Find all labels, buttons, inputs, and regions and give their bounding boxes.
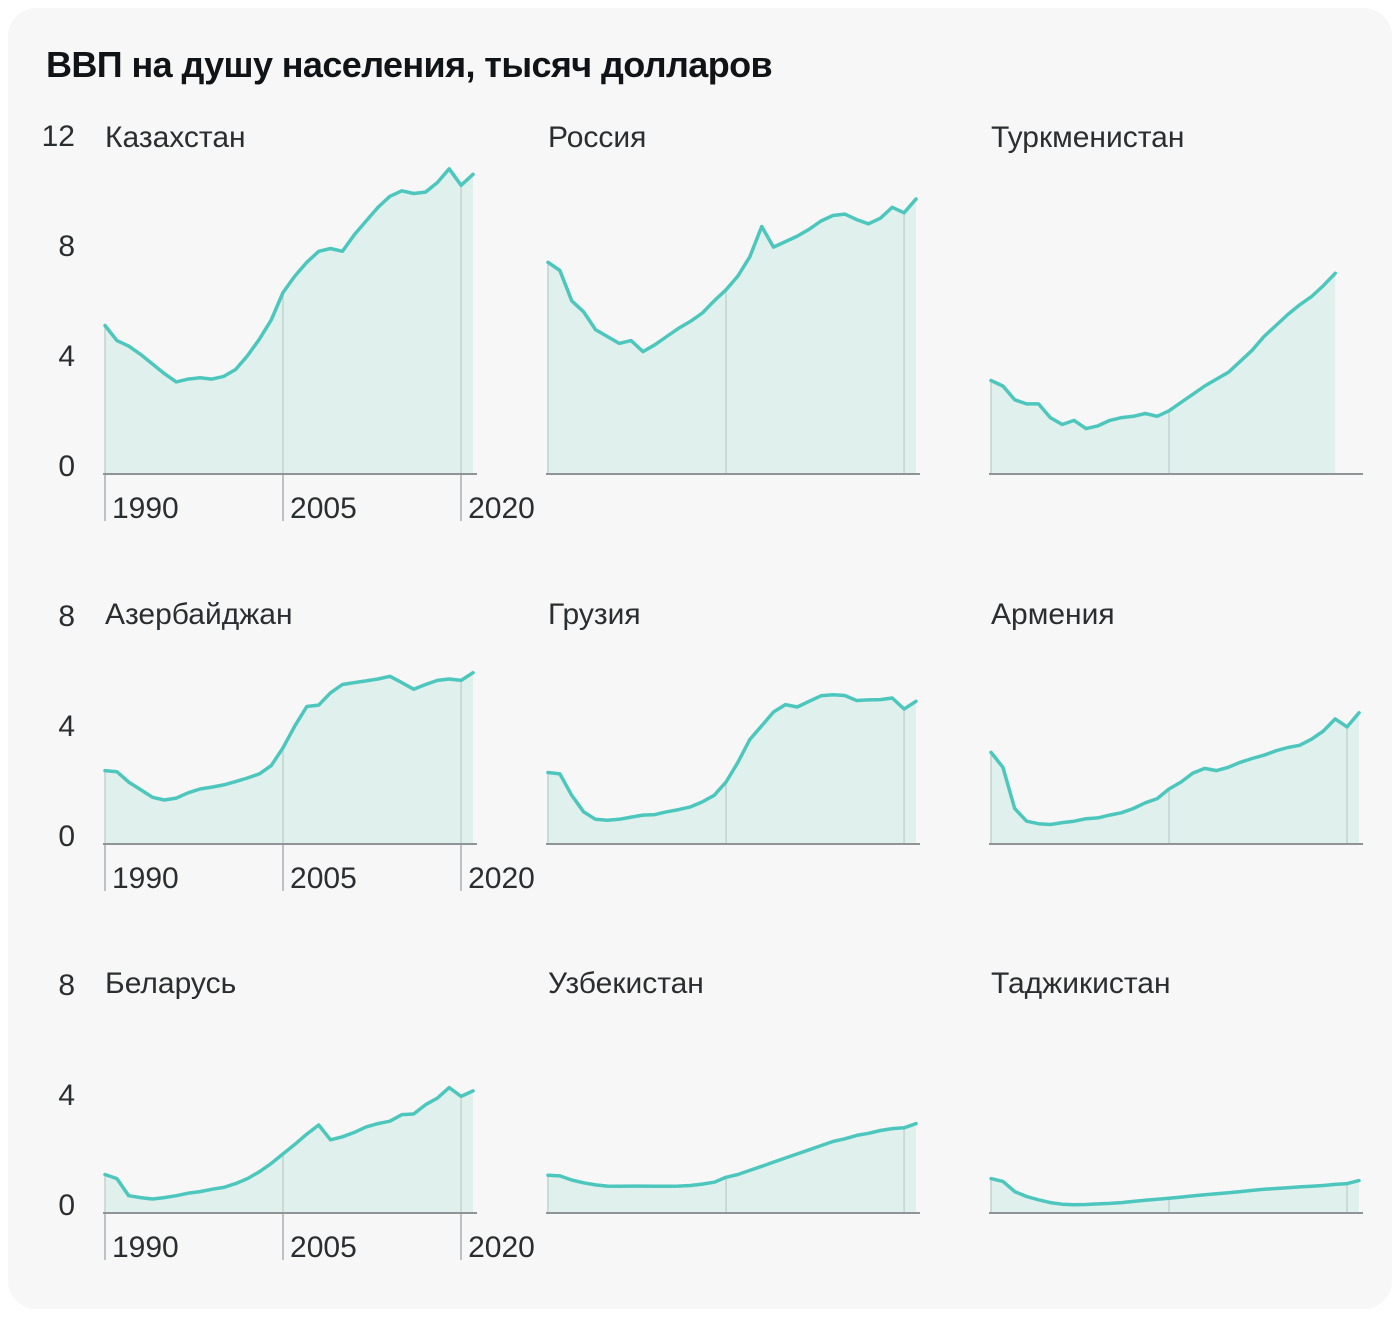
y-tick-label-0: 0 [58, 450, 75, 483]
y-tick-label-4: 4 [58, 1079, 75, 1112]
country-label-georgia: Грузия [548, 598, 641, 631]
area-fill [548, 1123, 916, 1213]
page-title: ВВП на душу населения, тысяч долларов [46, 44, 773, 85]
area-fill [991, 273, 1336, 474]
chart-panel-georgia: Грузия [546, 598, 920, 845]
y-tick-label-4: 4 [58, 340, 75, 373]
area-fill [548, 199, 916, 474]
y-tick-label-12: 12 [41, 120, 75, 153]
data-line [989, 1176, 1361, 1207]
chart-panel-armenia: Армения [989, 598, 1363, 845]
x-tick-mark-1990 [104, 845, 106, 891]
country-label-belarus: Беларусь [105, 967, 237, 1000]
x-tick-label-2005: 2005 [290, 492, 357, 525]
data-line [103, 1085, 475, 1201]
y-tick-label-4: 4 [58, 710, 75, 743]
area-fill [105, 672, 473, 844]
area-chart-tajikistan [989, 1176, 1363, 1214]
chart-panel-kazakhstan: Казахстан 12 8 4 0 1990 2005 2020 [42, 121, 535, 525]
chart-panel-russia: Россия [546, 121, 920, 475]
y-tick-label-0: 0 [58, 820, 75, 853]
y-tick-label-8: 8 [58, 600, 75, 633]
area-chart-russia [546, 197, 920, 475]
area-chart-georgia [546, 692, 920, 845]
x-tick-label-1990: 1990 [112, 862, 179, 895]
country-label-russia: Россия [548, 121, 647, 154]
chart-panel-belarus: Беларусь 8 4 0 1990 2005 2020 [58, 967, 535, 1264]
data-line [103, 670, 475, 802]
chart-card: ВВП на душу населения, тысяч долларов Ка… [8, 8, 1392, 1309]
x-tick-label-2005: 2005 [290, 1231, 357, 1264]
data-line [989, 711, 1361, 827]
y-tick-label-8: 8 [58, 230, 75, 263]
country-label-azerbaijan: Азербайджан [105, 598, 293, 631]
area-fill [105, 168, 473, 475]
chart-panel-tajikistan: Таджикистан [989, 967, 1363, 1214]
country-label-tajikistan: Таджикистан [991, 967, 1171, 1000]
area-chart-belarus [103, 1085, 477, 1214]
area-fill [991, 1178, 1359, 1213]
area-chart-kazakhstan [103, 167, 477, 475]
x-tick-label-1990: 1990 [112, 1231, 179, 1264]
x-tick-mark-2005 [282, 1214, 285, 1260]
x-tick-label-2020: 2020 [468, 1231, 535, 1264]
area-fill [991, 712, 1359, 844]
y-tick-label-8: 8 [58, 969, 75, 1002]
y-tick-label-0: 0 [58, 1189, 75, 1222]
area-chart-turkmenistan [989, 271, 1363, 475]
x-tick-mark-2020 [460, 845, 463, 891]
area-fill [548, 694, 916, 844]
chart-panel-uzbekistan: Узбекистан [546, 967, 920, 1214]
x-tick-mark-1990 [104, 1214, 106, 1260]
x-tick-mark-1990 [104, 475, 106, 521]
x-tick-mark-2005 [282, 845, 285, 891]
data-line [103, 167, 475, 384]
x-tick-label-2020: 2020 [468, 492, 535, 525]
country-label-uzbekistan: Узбекистан [548, 967, 704, 1000]
data-line [989, 271, 1337, 431]
data-line [546, 197, 918, 354]
x-tick-mark-2020 [460, 1214, 463, 1260]
x-tick-mark-2020 [460, 475, 463, 521]
country-label-kazakhstan: Казахстан [105, 121, 246, 154]
x-tick-label-2020: 2020 [468, 862, 535, 895]
x-tick-label-2005: 2005 [290, 862, 357, 895]
country-label-turkmenistan: Туркменистан [991, 121, 1185, 154]
x-tick-mark-2005 [282, 475, 285, 521]
chart-panel-azerbaijan: Азербайджан 8 4 0 1990 2005 2020 [58, 598, 535, 895]
x-tick-label-1990: 1990 [112, 492, 179, 525]
area-chart-armenia [989, 711, 1363, 845]
area-chart-uzbekistan [546, 1121, 920, 1214]
data-line [546, 1121, 918, 1189]
country-label-armenia: Армения [991, 598, 1115, 631]
area-chart-azerbaijan [103, 670, 477, 845]
data-line [546, 692, 918, 823]
chart-panel-turkmenistan: Туркменистан [989, 121, 1363, 475]
